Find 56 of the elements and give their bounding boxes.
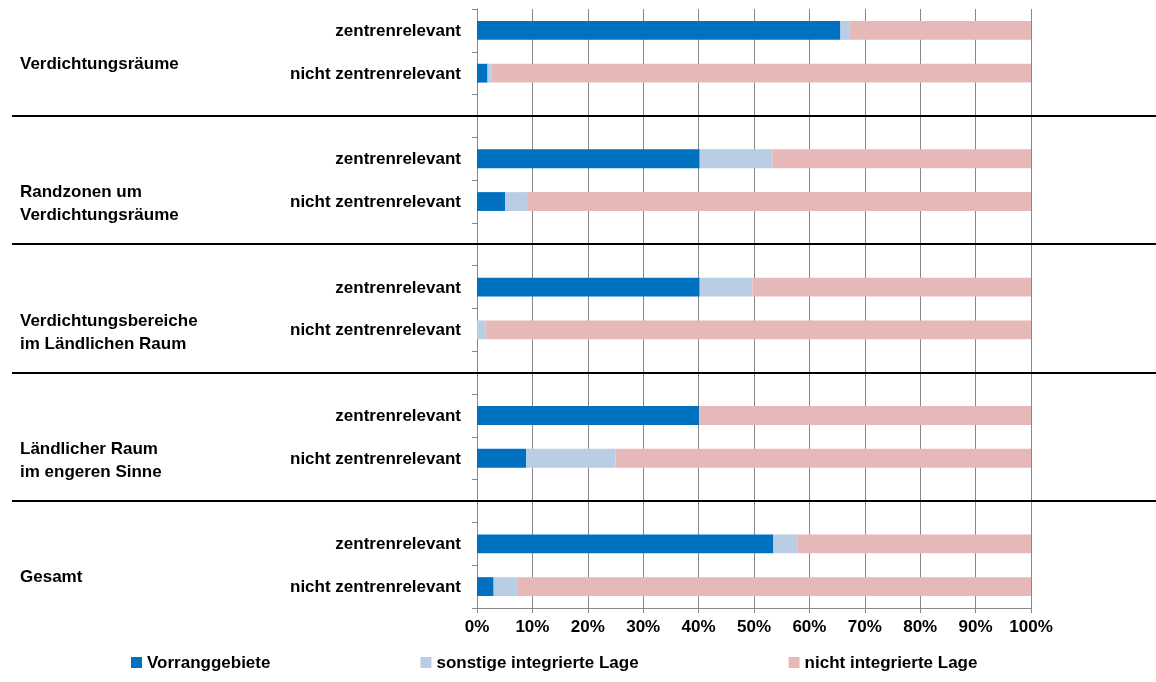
bar [477,63,488,83]
bar [526,192,1031,211]
bar [516,577,1031,597]
x-tick-label: 30% [626,617,661,636]
bar [477,534,774,554]
text: Randzonen um Verdichtungsräume [20,182,179,225]
y-tick-label: nicht zentrenrelevant [290,448,462,468]
bar [849,20,1031,40]
bar [615,448,1031,468]
x-tick-label: 70% [847,617,882,636]
x-tick-label: 20% [570,617,605,636]
legend-label: nicht integrierte Lage [804,653,978,672]
x-tick-label: 90% [958,617,993,636]
y-tick-label: nicht zentrenrelevant [290,192,462,212]
legend-label: Vorranggebiete [147,653,271,672]
bar [477,406,700,425]
text: Verdichtungsräume [20,53,179,73]
x-tick-label: 100% [1009,617,1053,636]
bar [772,149,1031,169]
bar [505,192,527,211]
x-tick-label: 80% [903,617,938,636]
bar [491,63,1031,83]
bar [699,406,1031,425]
legend-label: sonstige integrierte Lage [436,653,639,672]
bar [477,20,841,40]
bar [477,320,486,340]
bar [699,149,773,169]
bar [493,577,517,597]
y-tick-label: nicht zentrenrelevant [290,320,462,340]
y-tick-label: nicht zentrenrelevant [290,63,462,83]
x-tick-label: 10% [515,617,550,636]
y-tick-label: zentrenrelevant [335,405,462,425]
bar [526,448,616,468]
x-tick-label: 0% [464,617,490,636]
bar [485,320,1031,340]
bar [477,192,506,211]
text: Gesamt [20,567,83,587]
bar [477,149,700,169]
y-tick-label: zentrenrelevant [335,534,462,554]
y-tick-label: zentrenrelevant [335,20,462,40]
y-tick-label: nicht zentrenrelevant [290,577,462,597]
x-tick-label: 50% [736,617,772,636]
bar [477,448,527,468]
text: Ländlicher Raum im engeren Sinne [20,438,162,481]
bar [477,577,494,597]
bar [773,534,798,554]
x-tick-label: 60% [792,617,827,636]
x-tick-label: 40% [681,617,716,636]
bar [699,277,753,297]
bar [752,277,1031,297]
y-tick-label: zentrenrelevant [335,149,462,169]
bar [797,534,1031,554]
y-tick-label: zentrenrelevant [335,277,462,297]
text: Verdichtungsbereiche im Ländlichen Raum [20,310,198,353]
bar [477,277,700,297]
bar [840,20,850,40]
